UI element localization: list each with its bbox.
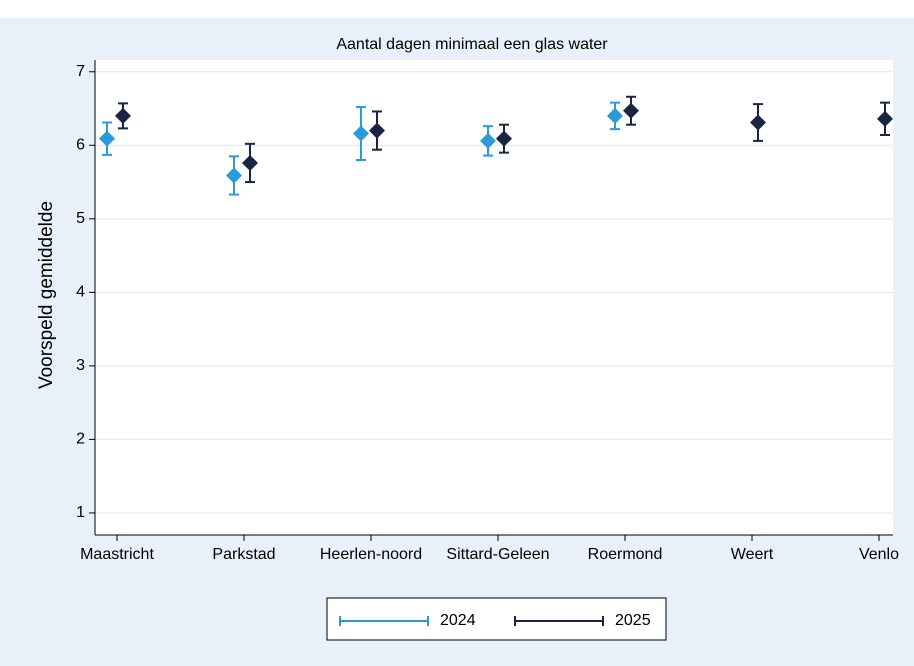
marker [877,110,893,127]
legend-label: 2025 [615,612,651,629]
plot-region [95,60,893,535]
marker [99,130,115,147]
x-tick-label: Maastricht [80,546,154,563]
y-tick-label: 7 [76,63,85,80]
marker [623,102,639,119]
marker [353,125,369,142]
x-tick-label: Roermond [588,546,663,563]
y-tick-label: 4 [76,284,85,301]
legend [326,597,667,641]
x-tick-label: Weert [731,546,774,563]
x-tick-label: Parkstad [212,546,275,563]
x-tick-label: Heerlen-noord [320,546,422,563]
marker [369,122,385,139]
marker [496,130,512,147]
y-tick-label: 1 [76,504,85,521]
y-tick-label: 6 [76,137,85,154]
marker [480,132,496,149]
y-tick-label: 2 [76,431,85,448]
y-tick-label: 5 [76,210,85,227]
y-tick-label: 3 [76,357,85,374]
marker [750,114,766,131]
y-axis-label: Voorspeld gemiddelde [36,201,57,389]
marker [115,107,131,124]
marker [242,154,258,171]
marker [226,167,242,184]
chart-title: Aantal dagen minimaal een glas water [336,36,608,53]
x-tick-label: Venlo [859,546,899,563]
legend-label: 2024 [440,612,476,629]
x-tick-label: Sittard-Geleen [446,546,549,563]
marker [607,107,623,124]
